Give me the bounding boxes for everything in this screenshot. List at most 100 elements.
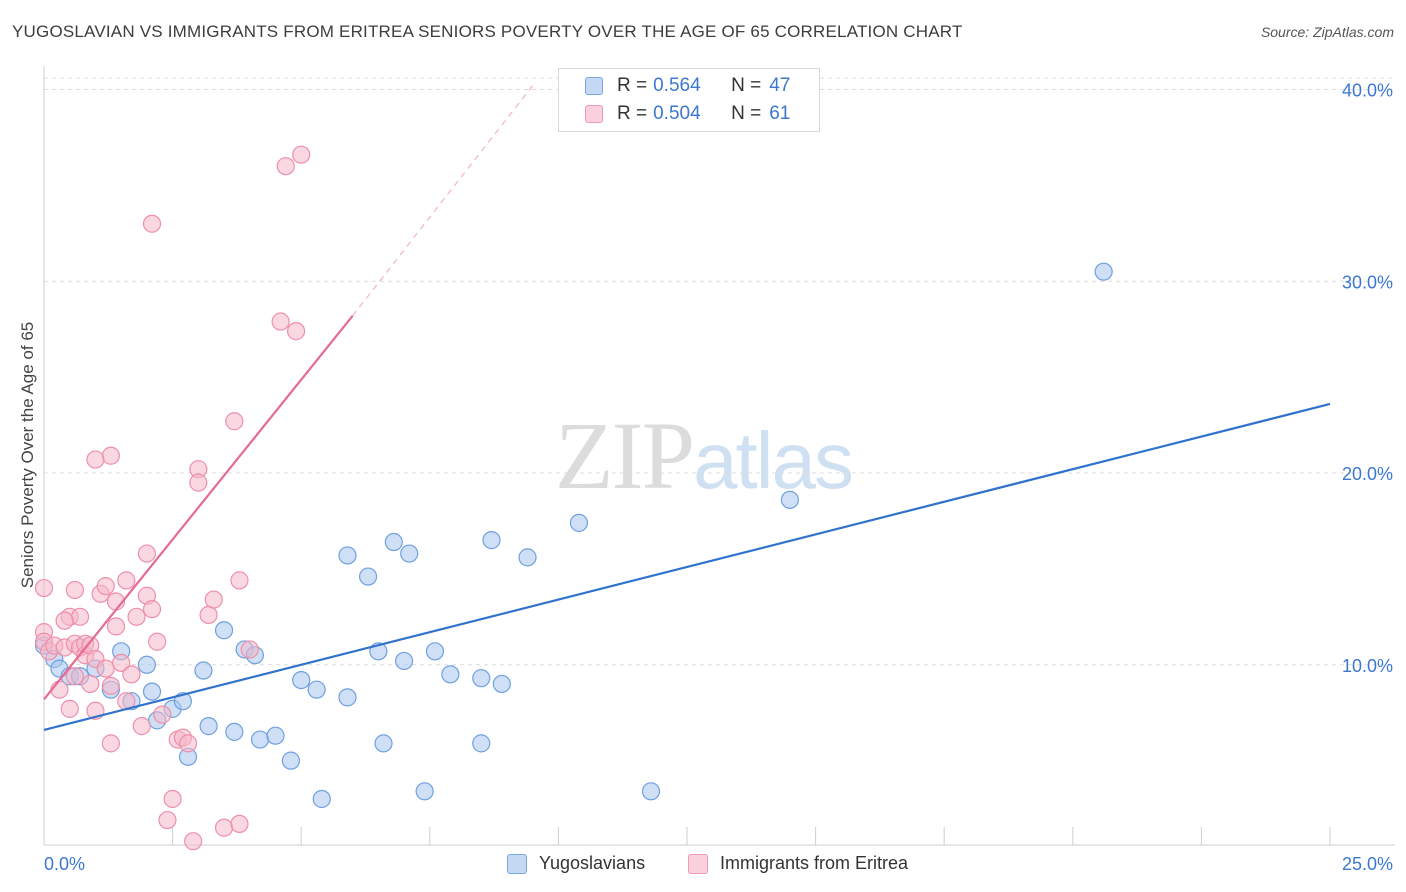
- point-eritrea: [214, 818, 234, 837]
- trendline-eritrea: [43, 315, 354, 700]
- point-eritrea: [117, 571, 136, 590]
- legend-row-yugoslavians: R = 0.564 N = 47: [585, 73, 790, 99]
- x-tick-label-min: 0.0%: [44, 854, 85, 874]
- point-yugoslavians: [312, 789, 331, 809]
- point-yugoslavians: [250, 730, 270, 749]
- point-yugoslavians: [425, 642, 445, 661]
- point-eritrea: [86, 450, 105, 469]
- point-yugoslavians: [384, 532, 403, 552]
- point-eritrea: [148, 632, 167, 651]
- r-label: R =: [617, 75, 648, 96]
- point-eritrea: [127, 607, 146, 626]
- point-eritrea: [65, 580, 84, 600]
- source-label: Source: ZipAtlas.com: [1260, 24, 1394, 40]
- point-eritrea: [271, 312, 290, 331]
- point-eritrea: [101, 446, 120, 465]
- correlation-legend: R = 0.564 N = 47 R = 0.504 N = 61: [558, 68, 820, 132]
- r-value-eritrea: 0.504: [653, 103, 701, 124]
- point-yugoslavians: [194, 661, 213, 680]
- point-yugoslavians: [641, 782, 661, 801]
- point-yugoslavians: [472, 734, 491, 753]
- point-eritrea: [101, 734, 120, 753]
- point-eritrea: [292, 145, 311, 164]
- point-yugoslavians: [358, 567, 378, 586]
- watermark-atlas: atlas: [693, 416, 854, 505]
- legend-label-eritrea: Immigrants from Eritrea: [720, 853, 909, 873]
- legend-label-yugoslavians: Yugoslavians: [539, 853, 646, 873]
- y-tick-label: 40.0%: [1342, 81, 1393, 101]
- point-eritrea: [34, 578, 54, 598]
- point-yugoslavians: [292, 670, 311, 690]
- trendline-eritrea-extension: [352, 85, 534, 317]
- legend-item-yugoslavians: Yugoslavians: [507, 853, 645, 874]
- n-value-yugoslavians: 47: [769, 75, 791, 96]
- point-eritrea: [96, 577, 115, 596]
- chart-title: YUGOSLAVIAN VS IMMIGRANTS FROM ERITREA S…: [12, 22, 963, 41]
- legend-item-eritrea: Immigrants from Eritrea: [688, 853, 908, 874]
- watermark-zip: ZIP: [555, 402, 695, 509]
- legend-swatch-yugoslavians: [585, 77, 603, 95]
- point-eritrea: [50, 680, 69, 699]
- r-value-yugoslavians: 0.564: [653, 75, 701, 96]
- point-yugoslavians: [374, 734, 393, 753]
- n-value-eritrea: 61: [769, 103, 791, 124]
- point-eritrea: [60, 699, 79, 718]
- point-eritrea: [122, 665, 141, 684]
- point-yugoslavians: [307, 680, 326, 699]
- point-eritrea: [230, 814, 249, 834]
- point-eritrea: [70, 607, 90, 626]
- point-yugoslavians: [338, 688, 357, 707]
- y-tick-label: 10.0%: [1342, 656, 1393, 676]
- point-yugoslavians: [214, 621, 234, 640]
- point-eritrea: [142, 214, 162, 233]
- x-tick-label-max: 25.0%: [1342, 854, 1393, 874]
- point-yugoslavians: [266, 726, 285, 745]
- legend-swatch-yugoslavians-bottom: [507, 853, 527, 874]
- point-eritrea: [142, 600, 162, 619]
- series-legend: Yugoslavians Immigrants from Eritrea: [0, 851, 1406, 879]
- point-yugoslavians: [281, 751, 301, 770]
- point-yugoslavians: [441, 665, 460, 684]
- point-eritrea: [112, 653, 131, 672]
- point-yugoslavians: [199, 717, 218, 736]
- point-eritrea: [276, 157, 295, 176]
- legend-row-eritrea: R = 0.504 N = 61: [585, 101, 790, 127]
- point-yugoslavians: [518, 548, 537, 567]
- point-yugoslavians: [142, 682, 162, 701]
- point-eritrea: [101, 676, 120, 695]
- point-eritrea: [158, 810, 177, 830]
- n-label: N =: [731, 103, 762, 124]
- point-eritrea: [153, 705, 172, 724]
- point-yugoslavians: [394, 651, 414, 671]
- legend-swatch-eritrea: [585, 105, 603, 123]
- point-eritrea: [178, 734, 198, 753]
- point-eritrea: [55, 611, 74, 630]
- point-yugoslavians: [482, 531, 501, 550]
- point-eritrea: [199, 605, 218, 625]
- y-axis-label: Seniors Poverty Over the Age of 65: [18, 322, 37, 588]
- watermark: ZIPatlas: [555, 400, 854, 511]
- point-yugoslavians: [400, 544, 419, 563]
- legend-swatch-eritrea-bottom: [688, 853, 708, 874]
- r-label: R =: [617, 103, 648, 124]
- point-yugoslavians: [415, 782, 434, 801]
- point-eritrea: [230, 571, 249, 590]
- point-yugoslavians: [569, 513, 589, 532]
- point-yugoslavians: [338, 546, 357, 565]
- point-yugoslavians: [492, 674, 511, 694]
- y-tick-label: 20.0%: [1342, 464, 1393, 484]
- point-yugoslavians: [1094, 262, 1113, 281]
- point-yugoslavians: [472, 669, 491, 688]
- point-eritrea: [286, 322, 306, 341]
- point-yugoslavians: [225, 722, 244, 741]
- point-eritrea: [65, 667, 84, 686]
- point-eritrea: [137, 544, 156, 563]
- trendline-yugoslavians: [43, 402, 1331, 732]
- point-eritrea: [204, 590, 223, 609]
- point-yugoslavians: [780, 490, 799, 509]
- point-eritrea: [132, 717, 151, 736]
- point-yugoslavians: [137, 655, 156, 674]
- point-eritrea: [240, 640, 259, 659]
- y-tick-label: 30.0%: [1342, 272, 1393, 292]
